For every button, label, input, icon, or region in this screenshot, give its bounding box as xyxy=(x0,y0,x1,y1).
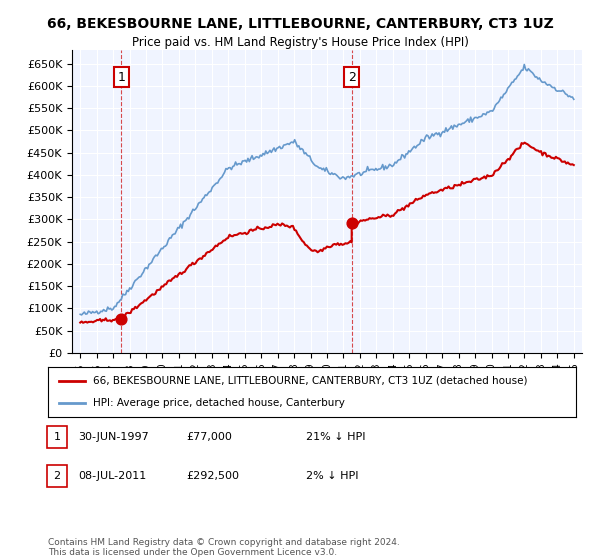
Text: 2: 2 xyxy=(348,71,356,83)
Point xyxy=(347,218,356,227)
Text: 2% ↓ HPI: 2% ↓ HPI xyxy=(306,471,359,481)
Text: 2: 2 xyxy=(53,471,61,481)
Text: 08-JUL-2011: 08-JUL-2011 xyxy=(78,471,146,481)
Point xyxy=(116,314,126,323)
Text: 1: 1 xyxy=(53,432,61,442)
Text: Contains HM Land Registry data © Crown copyright and database right 2024.
This d: Contains HM Land Registry data © Crown c… xyxy=(48,538,400,557)
Text: HPI: Average price, detached house, Canterbury: HPI: Average price, detached house, Cant… xyxy=(93,398,345,408)
Text: 66, BEKESBOURNE LANE, LITTLEBOURNE, CANTERBURY, CT3 1UZ: 66, BEKESBOURNE LANE, LITTLEBOURNE, CANT… xyxy=(47,17,553,31)
Text: £77,000: £77,000 xyxy=(186,432,232,442)
Text: 21% ↓ HPI: 21% ↓ HPI xyxy=(306,432,365,442)
Text: 1: 1 xyxy=(118,71,125,83)
Text: 30-JUN-1997: 30-JUN-1997 xyxy=(78,432,149,442)
Text: £292,500: £292,500 xyxy=(186,471,239,481)
Text: 66, BEKESBOURNE LANE, LITTLEBOURNE, CANTERBURY, CT3 1UZ (detached house): 66, BEKESBOURNE LANE, LITTLEBOURNE, CANT… xyxy=(93,376,527,386)
Text: Price paid vs. HM Land Registry's House Price Index (HPI): Price paid vs. HM Land Registry's House … xyxy=(131,36,469,49)
